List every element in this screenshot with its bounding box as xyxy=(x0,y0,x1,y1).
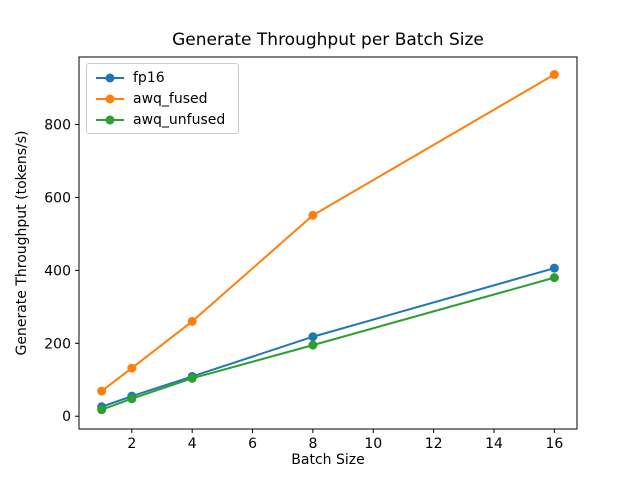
legend-line-sample-awq_fused xyxy=(96,94,124,103)
legend-label: fp16 xyxy=(133,69,165,86)
legend-line-sample-awq_unfused xyxy=(96,115,124,124)
x-tick-label: 12 xyxy=(425,436,443,452)
y-tick-label: 0 xyxy=(62,409,71,425)
legend-line-sample-fp16 xyxy=(96,73,124,82)
y-tick-label: 800 xyxy=(44,117,71,133)
plot-border xyxy=(78,56,578,430)
x-tick-label: 4 xyxy=(188,436,197,452)
x-tick-label: 8 xyxy=(308,436,317,452)
series-line-awq_unfused xyxy=(101,276,555,411)
data-point-awq_unfused xyxy=(97,405,107,415)
data-point-awq_fused xyxy=(127,363,137,373)
chart-title: Generate Throughput per Batch Size xyxy=(172,30,484,50)
legend-item-fp16: fp16 xyxy=(95,67,225,88)
x-tick-label: 14 xyxy=(485,436,503,452)
data-point-awq_fused xyxy=(187,316,197,326)
x-tick-label: 6 xyxy=(248,436,257,452)
legend-marker xyxy=(105,73,115,82)
legend-label: awq_unfused xyxy=(133,111,226,128)
legend-label: awq_fused xyxy=(133,90,208,107)
data-point-awq_unfused xyxy=(308,340,318,350)
x-tick-label: 16 xyxy=(545,436,563,452)
data-point-awq_unfused xyxy=(187,373,197,383)
legend-marker xyxy=(105,115,115,124)
data-point-awq_unfused xyxy=(127,394,137,404)
x-tick-label: 10 xyxy=(364,436,382,452)
legend-item-awq_unfused: awq_unfused xyxy=(95,109,225,130)
data-point-fp16 xyxy=(549,263,559,273)
y-axis-label: Generate Throughput (tokens/s) xyxy=(14,130,30,356)
legend-marker xyxy=(105,94,115,103)
x-axis-label: Batch Size xyxy=(291,452,365,468)
y-tick-label: 200 xyxy=(44,336,71,352)
legend: fp16 awq_fused awq_unfused xyxy=(86,63,240,134)
data-point-fp16 xyxy=(308,332,318,342)
data-point-awq_unfused xyxy=(549,273,559,283)
y-tick-label: 400 xyxy=(44,263,71,279)
data-point-awq_fused xyxy=(308,210,318,220)
y-tick-label: 600 xyxy=(44,190,71,206)
data-point-awq_fused xyxy=(97,386,107,396)
x-tick-label: 2 xyxy=(127,436,136,452)
data-point-awq_fused xyxy=(549,70,559,80)
legend-item-awq_fused: awq_fused xyxy=(95,88,225,109)
